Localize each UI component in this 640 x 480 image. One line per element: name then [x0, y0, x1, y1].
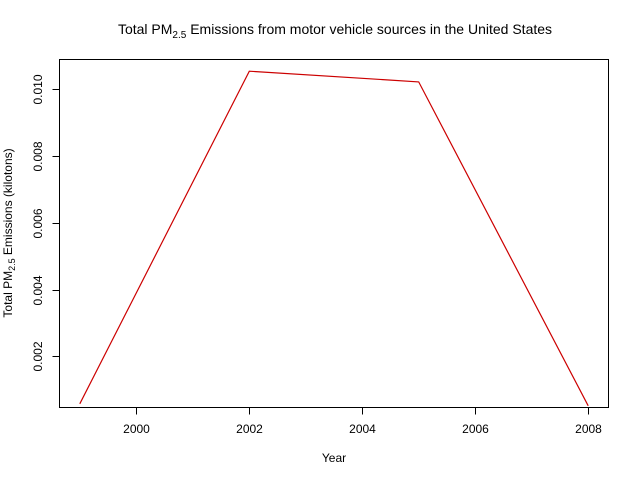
- x-tick-label: 2008: [575, 422, 602, 436]
- x-tick-label: 2002: [236, 422, 263, 436]
- series-line: [79, 70, 589, 407]
- y-tick-label: 0.008: [31, 141, 45, 171]
- y-tick-label: 0.006: [31, 208, 45, 238]
- x-tick-label: 2004: [349, 422, 376, 436]
- x-tick-label: 2006: [462, 422, 489, 436]
- series-layer: [79, 70, 589, 407]
- y-tick-label: 0.002: [31, 341, 45, 371]
- y-axis: 0.002 0.004 0.006 0.008 0.010: [31, 74, 60, 372]
- plot-box: [59, 59, 609, 408]
- x-axis-label: Year: [322, 451, 346, 465]
- chart-title: Total PM2.5 Emissions from motor vehicle…: [118, 21, 552, 41]
- y-axis-label: Total PM2.5 Emissions (kilotons): [1, 148, 17, 317]
- y-tick-label: 0.004: [31, 275, 45, 305]
- x-tick-label: 2000: [123, 422, 150, 436]
- y-tick-label: 0.010: [31, 74, 45, 104]
- x-axis: 2000 2002 2004 2006 2008: [123, 407, 602, 436]
